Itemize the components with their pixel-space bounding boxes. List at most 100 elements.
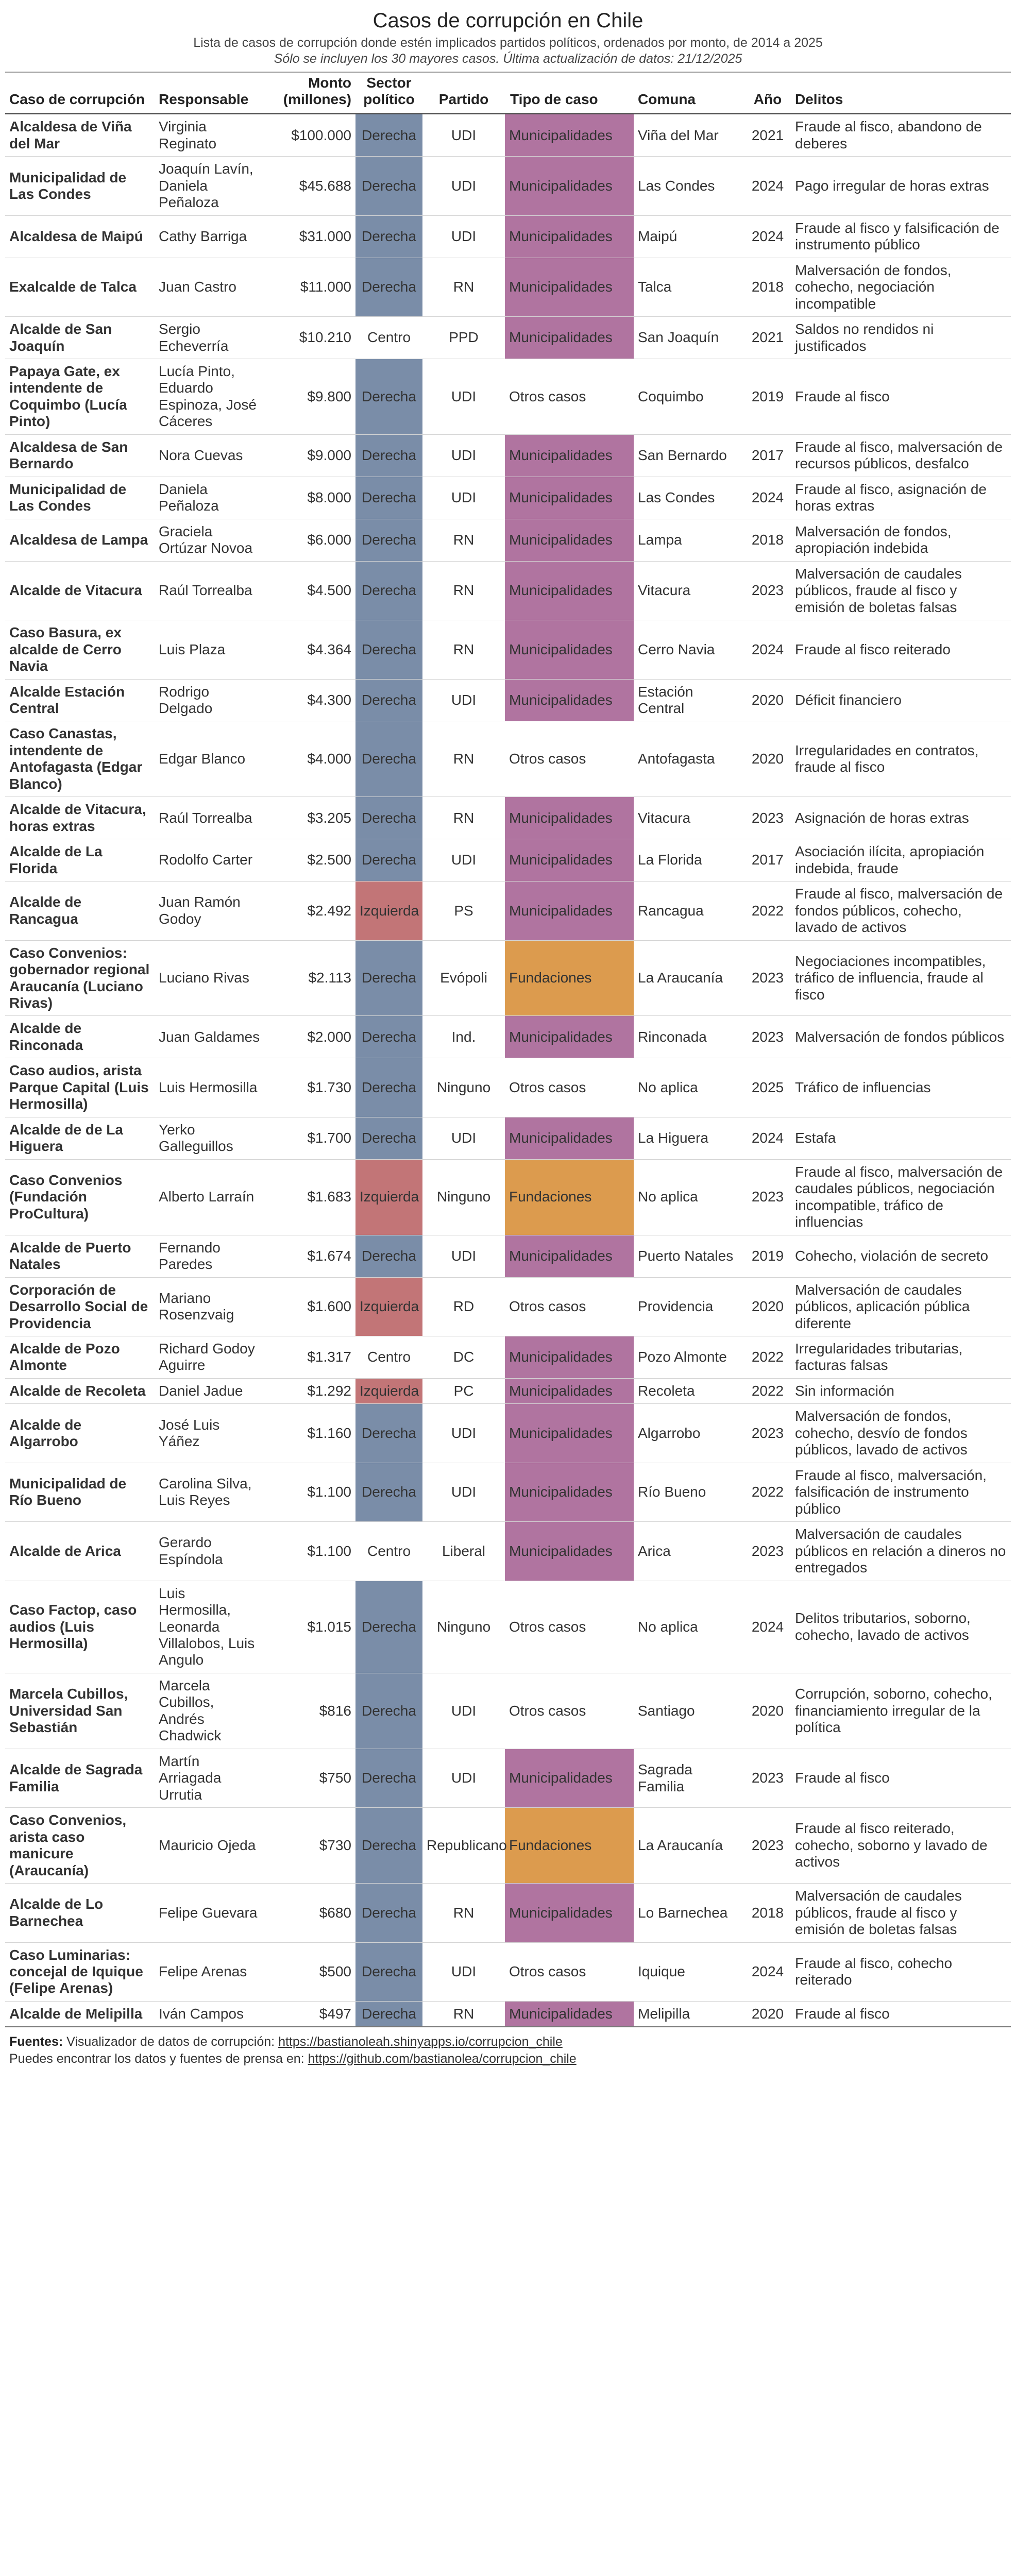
cell-anio: 2024 bbox=[744, 1942, 791, 2002]
cell-sector: Derecha bbox=[355, 1942, 422, 2002]
cell-delitos: Fraude al fisco, cohecho reiterado bbox=[791, 1942, 1011, 2002]
cell-anio: 2018 bbox=[744, 258, 791, 317]
cell-partido: Ninguno bbox=[422, 1581, 505, 1673]
cell-comuna: Vitacura bbox=[634, 796, 744, 840]
cell-delitos: Malversación de caudales públicos, fraud… bbox=[791, 561, 1011, 621]
cell-tipo: Municipalidades bbox=[505, 2001, 634, 2028]
cell-sector: Derecha bbox=[355, 1015, 422, 1059]
cell-anio: 2022 bbox=[744, 1463, 791, 1522]
cell-sector: Derecha bbox=[355, 215, 422, 258]
cell-monto: $8.000 bbox=[265, 477, 355, 519]
cell-sector: Derecha bbox=[355, 519, 422, 562]
cell-monto: $1.700 bbox=[265, 1117, 355, 1160]
cell-caso: Alcalde de Recoleta bbox=[5, 1378, 155, 1404]
table-row: Alcalde de San Joaquín Sergio Echeverría $… bbox=[5, 316, 1011, 359]
footer-sources-link[interactable]: https://bastianoleah.shinyapps.io/corrup… bbox=[278, 2035, 563, 2049]
cell-anio: 2019 bbox=[744, 359, 791, 435]
cell-comuna: La Florida bbox=[634, 839, 744, 882]
cell-comuna: Sagrada Familia bbox=[634, 1749, 744, 1808]
cell-anio: 2024 bbox=[744, 156, 791, 216]
cell-tipo: Municipalidades bbox=[505, 1463, 634, 1522]
cell-caso: Alcalde de Rancagua bbox=[5, 881, 155, 941]
cell-tipo: Municipalidades bbox=[505, 1117, 634, 1160]
table-row: Alcalde de Recoleta Daniel Jadue $1.292 Izq… bbox=[5, 1378, 1011, 1404]
table-row: Caso Canastas, intendente de Antofagasta… bbox=[5, 721, 1011, 798]
cell-comuna: San Joaquín bbox=[634, 316, 744, 359]
table-row: Caso Basura, ex alcalde de Cerro Navia Lu… bbox=[5, 620, 1011, 680]
cell-responsable: Luis Plaza bbox=[155, 620, 265, 680]
cell-responsable: Gerardo Espíndola bbox=[155, 1521, 265, 1581]
cell-sector: Derecha bbox=[355, 721, 422, 798]
cell-delitos: Estafa bbox=[791, 1117, 1011, 1160]
cell-caso: Caso Factop, caso audios (Luis Hermosill… bbox=[5, 1581, 155, 1673]
cell-sector: Centro bbox=[355, 1521, 422, 1581]
cell-anio: 2017 bbox=[744, 839, 791, 882]
cell-partido: DC bbox=[422, 1336, 505, 1379]
table-row: Alcalde de Pozo Almonte Richard Godoy Agu… bbox=[5, 1336, 1011, 1379]
cell-comuna: Santiago bbox=[634, 1673, 744, 1749]
cell-anio: 2018 bbox=[744, 519, 791, 562]
table-row: Municipalidad de Las Condes Joaquín Lavín… bbox=[5, 156, 1011, 216]
cell-comuna: Iquique bbox=[634, 1942, 744, 2002]
cell-comuna: Providencia bbox=[634, 1277, 744, 1336]
cell-comuna: Antofagasta bbox=[634, 721, 744, 798]
cell-sector: Derecha bbox=[355, 1581, 422, 1673]
cell-tipo: Municipalidades bbox=[505, 1336, 634, 1379]
cell-caso: Caso Convenios: gobernador regional Arau… bbox=[5, 940, 155, 1016]
cell-delitos: Fraude al fisco bbox=[791, 2001, 1011, 2028]
cell-responsable: Luis Hermosilla bbox=[155, 1058, 265, 1117]
cell-partido: UDI bbox=[422, 477, 505, 519]
cell-anio: 2022 bbox=[744, 1378, 791, 1404]
cell-responsable: José Luis Yáñez bbox=[155, 1403, 265, 1463]
cell-delitos: Sin información bbox=[791, 1378, 1011, 1404]
cell-partido: UDI bbox=[422, 1403, 505, 1463]
page-title: Casos de corrupción en Chile bbox=[372, 9, 644, 32]
cell-delitos: Fraude al fisco, malversación de recurso… bbox=[791, 434, 1011, 477]
cell-responsable: Graciela Ortúzar Novoa bbox=[155, 519, 265, 562]
cell-responsable: Juan Ramón Godoy bbox=[155, 881, 265, 941]
cell-anio: 2023 bbox=[744, 796, 791, 840]
cell-tipo: Otros casos bbox=[505, 1277, 634, 1336]
cell-caso: Municipalidad de Río Bueno bbox=[5, 1463, 155, 1522]
cell-monto: $4.364 bbox=[265, 620, 355, 680]
footer-sources-text: Visualizador de datos de corrupción: bbox=[66, 2035, 275, 2049]
table-row: Exalcalde de Talca Juan Castro $11.000 Dere… bbox=[5, 258, 1011, 317]
cell-delitos: Malversación de caudales públicos en rel… bbox=[791, 1521, 1011, 1581]
cell-anio: 2024 bbox=[744, 477, 791, 519]
cell-comuna: Rinconada bbox=[634, 1015, 744, 1059]
cell-responsable: Carolina Silva, Luis Reyes bbox=[155, 1463, 265, 1522]
cell-partido: RN bbox=[422, 796, 505, 840]
table-row: Alcalde de Vitacura, horas extras Raúl To… bbox=[5, 796, 1011, 840]
cell-monto: $1.730 bbox=[265, 1058, 355, 1117]
cell-delitos: Fraude al fisco, malversación de caudale… bbox=[791, 1159, 1011, 1235]
cell-anio: 2023 bbox=[744, 1807, 791, 1884]
table-row: Caso Luminarias: concejal de Iquique (Fe… bbox=[5, 1942, 1011, 2002]
cell-monto: $3.205 bbox=[265, 796, 355, 840]
page-note: Sólo se incluyen los 30 mayores casos. Ú… bbox=[274, 52, 742, 66]
cell-monto: $680 bbox=[265, 1883, 355, 1943]
cell-comuna: La Higuera bbox=[634, 1117, 744, 1160]
cell-delitos: Fraude al fisco, abandono de deberes bbox=[791, 113, 1011, 157]
cell-sector: Derecha bbox=[355, 1403, 422, 1463]
cell-delitos: Asociación ilícita, apropiación indebida… bbox=[791, 839, 1011, 882]
cell-sector: Derecha bbox=[355, 1235, 422, 1278]
cell-caso: Alcalde de Sagrada Familia bbox=[5, 1749, 155, 1808]
cell-anio: 2020 bbox=[744, 2001, 791, 2028]
footer-sources-label: Fuentes: bbox=[9, 2035, 63, 2049]
cell-responsable: Iván Campos bbox=[155, 2001, 265, 2028]
cell-responsable: Martín Arriagada Urrutia bbox=[155, 1749, 265, 1808]
cell-delitos: Fraude al fisco reiterado, cohecho, sobo… bbox=[791, 1807, 1011, 1884]
cell-tipo: Otros casos bbox=[505, 721, 634, 798]
column-header-anio: Año bbox=[744, 72, 791, 115]
footer-repo-link[interactable]: https://github.com/bastianolea/corrupcio… bbox=[308, 2051, 577, 2066]
cell-delitos: Corrupción, soborno, cohecho, financiami… bbox=[791, 1673, 1011, 1749]
cell-partido: UDI bbox=[422, 1463, 505, 1522]
cell-anio: 2024 bbox=[744, 1117, 791, 1160]
cell-monto: $1.015 bbox=[265, 1581, 355, 1673]
cell-sector: Derecha bbox=[355, 113, 422, 157]
cell-partido: UDI bbox=[422, 434, 505, 477]
cell-partido: Republicano bbox=[422, 1807, 507, 1884]
cell-partido: Ind. bbox=[422, 1015, 505, 1059]
cell-tipo: Municipalidades bbox=[505, 620, 634, 680]
table-row: Alcalde de La Florida Rodolfo Carter $2.50… bbox=[5, 839, 1011, 882]
